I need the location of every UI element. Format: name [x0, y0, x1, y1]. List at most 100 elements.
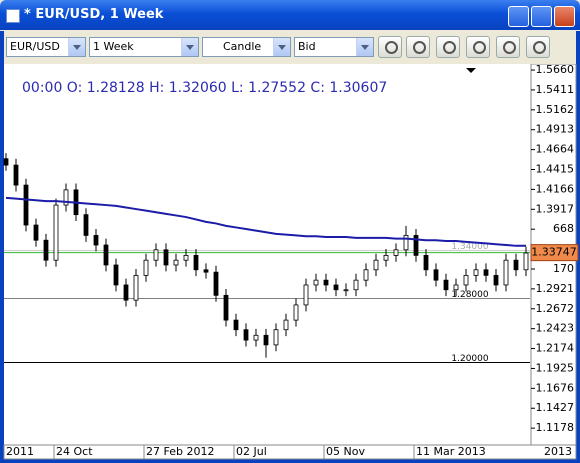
moving-average	[5, 196, 526, 247]
candle-body	[303, 284, 309, 306]
candle-body	[163, 249, 169, 266]
chart: 00:00 O: 1.28128 H: 1.32060 L: 1.27552 C…	[0, 64, 580, 463]
candle-body	[233, 319, 239, 331]
maximize-button[interactable]	[531, 6, 552, 27]
candle-body	[383, 254, 389, 261]
level-label: 1.34000	[451, 242, 488, 252]
y-tick-label: 1.5411	[536, 83, 575, 96]
candle-body	[63, 189, 69, 206]
y-tick-label: 1.5162	[536, 103, 575, 116]
candle-body	[453, 284, 459, 291]
candle-body	[53, 204, 59, 261]
candle-body	[493, 274, 499, 286]
level-label: 1.28000	[451, 290, 488, 300]
candle-body	[483, 269, 489, 276]
x-tick-label: 27 Feb 2012	[146, 445, 214, 458]
candle-body	[253, 334, 259, 341]
candle-body	[353, 279, 359, 291]
marker	[466, 68, 476, 73]
zoom-reset-button[interactable]	[526, 36, 550, 58]
candle-body	[403, 235, 409, 251]
y-tick-label: 1.1178	[536, 421, 575, 434]
chart-type-text: Candle	[223, 40, 262, 53]
y-tick-label: 1.4166	[536, 182, 575, 195]
symbol-select[interactable]: EUR/USD	[6, 37, 86, 57]
toolbar-button[interactable]	[406, 36, 430, 58]
candle-body	[363, 269, 369, 281]
price-select[interactable]: Bid	[294, 37, 374, 57]
zoom-in-button[interactable]	[466, 36, 490, 58]
x-tick-label: 11 Mar 2013	[416, 445, 486, 458]
x-tick-label: 24 Oct	[56, 445, 93, 458]
zoom-out-button[interactable]	[496, 36, 520, 58]
close-button[interactable]	[554, 6, 575, 27]
candle-body	[373, 259, 379, 271]
y-tick-label: 1.4664	[536, 143, 575, 156]
time-axis	[3, 444, 577, 460]
candle-body	[223, 294, 229, 321]
toolbar: EUR/USD 1 Week Candle Bid	[0, 31, 580, 64]
y-tick-label: 1.4913	[536, 123, 575, 136]
candle-body	[313, 279, 319, 286]
candle-body	[463, 274, 469, 286]
candle-body	[23, 184, 29, 226]
candle-body	[523, 252, 529, 271]
price-label: 1.33747	[531, 246, 577, 259]
chart-type-select[interactable]: Candle	[202, 37, 291, 57]
candle-body	[83, 214, 89, 236]
candle-body	[173, 259, 179, 266]
minimize-button[interactable]	[508, 6, 529, 27]
candle-body	[93, 235, 99, 246]
candle-body	[43, 239, 49, 261]
period-select[interactable]: 1 Week	[89, 37, 199, 57]
candle-body	[243, 329, 249, 341]
candle-body	[123, 284, 129, 301]
candle-body	[113, 264, 119, 286]
y-tick-label: 1.2174	[536, 342, 575, 355]
candle-body	[503, 259, 509, 286]
y-tick-label: 170	[553, 262, 574, 275]
y-tick-label: 1.3917	[536, 202, 575, 215]
candle-body	[13, 164, 19, 186]
x-tick-label: 05 Nov	[326, 445, 365, 458]
symbol-text: EUR/USD	[10, 40, 60, 53]
plot-area	[4, 64, 531, 445]
candle-body	[443, 279, 449, 291]
toolbar-button[interactable]	[378, 36, 402, 58]
app-icon	[6, 9, 20, 23]
y-tick-label: 1.1676	[536, 381, 575, 394]
candle-body	[413, 235, 419, 256]
price-text: Bid	[298, 40, 316, 53]
candle-body	[213, 271, 219, 296]
price-box	[530, 244, 579, 262]
window-title: * EUR/USD, 1 Week	[24, 7, 164, 22]
x-tick-label: 02 Jul	[236, 445, 267, 458]
candle-body	[283, 319, 289, 331]
candle-body	[263, 334, 269, 346]
corner-label: 2013	[544, 445, 572, 458]
candle-body	[293, 304, 299, 321]
y-tick-label: 668	[553, 222, 574, 235]
candle-body	[103, 244, 109, 266]
candle-body	[423, 254, 429, 271]
x-tick-label: 2011	[6, 445, 34, 458]
candle-body	[143, 259, 149, 276]
candle-body	[333, 284, 339, 291]
y-tick-label: 1.5660	[536, 64, 575, 76]
zoom-button[interactable]	[436, 36, 460, 58]
candle-body	[433, 269, 439, 281]
y-tick-label: 1.2921	[536, 282, 575, 295]
y-tick-label: 1.2423	[536, 322, 575, 335]
candle-body	[33, 224, 39, 241]
candle-body	[133, 274, 139, 301]
title-bar: * EUR/USD, 1 Week	[0, 0, 580, 30]
candle-body	[193, 254, 199, 271]
candle-body	[323, 279, 329, 286]
candle-body	[273, 329, 279, 346]
candle-body	[513, 259, 519, 271]
candle-body	[183, 254, 189, 261]
y-tick-label: 1.1427	[536, 401, 575, 414]
y-tick-label: 1.1925	[536, 361, 575, 374]
candle-body	[153, 249, 159, 261]
